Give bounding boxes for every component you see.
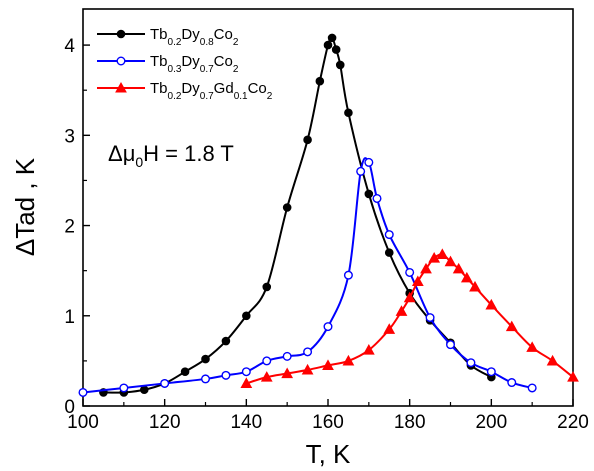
data-point (436, 248, 449, 259)
y-tick-label: 4 (64, 36, 75, 57)
data-point (383, 323, 396, 334)
data-point (546, 354, 559, 366)
legend-item-1: Tb0.2Dy0.8Co2 (97, 26, 239, 48)
x-tick-label: 140 (230, 412, 262, 433)
legend-marker (115, 81, 127, 93)
x-tick-label: 160 (312, 412, 344, 433)
data-point (466, 358, 476, 368)
data-point (242, 311, 251, 321)
data-point (78, 387, 88, 397)
data-point (160, 378, 170, 388)
data-point (221, 336, 231, 346)
x-tick-label: 220 (557, 412, 589, 433)
legend-item-3: Tb0.2Dy0.7Gd0.1Co2 (97, 80, 273, 102)
data-point (180, 367, 190, 377)
data-point (315, 76, 325, 86)
data-point (343, 270, 353, 280)
data-point (327, 33, 337, 43)
legend-marker (116, 56, 126, 66)
data-point (420, 262, 432, 274)
x-tick-label: 180 (394, 412, 426, 433)
data-point (403, 291, 416, 303)
x-tick-label: 200 (475, 412, 507, 433)
data-point (344, 108, 353, 118)
y-tick-label: 3 (64, 126, 75, 147)
x-axis-title: T, K (306, 439, 351, 469)
data-point (281, 367, 294, 379)
axis-ticks: 100 120 140 160 180 200 220 0 1 2 3 4 (64, 36, 588, 433)
data-point (240, 377, 253, 389)
series-2 (78, 157, 537, 397)
data-point (395, 305, 408, 316)
data-point (342, 354, 355, 366)
data-point (444, 255, 457, 267)
data-point (469, 280, 481, 292)
data-point (384, 248, 394, 257)
data-point (485, 298, 498, 310)
data-point (262, 282, 272, 292)
legend-label: Tb0.3Dy0.7Co2 (150, 53, 239, 75)
data-point (384, 230, 394, 240)
data-point (139, 385, 149, 395)
data-point (260, 371, 273, 382)
legend: Tb0.2Dy0.8Co2 Tb0.3Dy0.7Co2 Tb0.2Dy0.7Gd0.… (97, 26, 273, 102)
plot-area: 100 120 140 160 180 200 220 0 1 2 3 4 (64, 8, 589, 433)
data-point (507, 378, 517, 388)
series-layer (78, 33, 579, 397)
data-point (446, 340, 456, 350)
data-point (322, 359, 334, 370)
data-point (428, 252, 441, 263)
series-3 (240, 248, 579, 389)
data-point (364, 157, 374, 167)
data-point (303, 135, 312, 145)
legend-item-2: Tb0.3Dy0.7Co2 (97, 53, 239, 75)
data-point (282, 351, 292, 361)
data-point (567, 371, 579, 382)
data-point (486, 367, 496, 377)
data-point (425, 313, 435, 323)
data-point (356, 166, 366, 176)
y-tick-label: 2 (64, 217, 75, 238)
field-annotation: Δμ0H = 1.8 T (108, 141, 234, 170)
data-point (119, 383, 129, 393)
series-line (82, 157, 533, 394)
data-point (526, 341, 539, 352)
data-point (411, 275, 424, 287)
data-point (452, 262, 465, 274)
y-tick-label: 1 (64, 307, 75, 328)
data-point (331, 45, 341, 54)
data-point (323, 322, 333, 332)
data-point (460, 271, 473, 283)
data-point (303, 347, 313, 357)
y-tick-label: 0 (64, 397, 75, 418)
data-point (335, 60, 345, 70)
data-point (527, 383, 537, 393)
x-tick-label: 120 (149, 412, 181, 433)
data-point (405, 267, 415, 277)
data-point (364, 189, 374, 199)
data-point (262, 356, 272, 366)
data-point (372, 193, 382, 203)
data-point (362, 344, 375, 355)
data-point (301, 363, 314, 375)
data-point (221, 370, 231, 380)
data-point (201, 354, 210, 364)
x-tick-label: 100 (67, 412, 99, 433)
data-point (323, 40, 333, 50)
legend-label: Tb0.2Dy0.7Gd0.1Co2 (150, 80, 273, 102)
y-axis-title: ΔTad , K (10, 157, 40, 256)
data-point (200, 374, 210, 384)
data-point (505, 320, 518, 332)
legend-label: Tb0.2Dy0.8Co2 (150, 26, 239, 48)
data-point (282, 203, 292, 212)
data-point (241, 367, 251, 377)
legend-marker (116, 29, 126, 39)
